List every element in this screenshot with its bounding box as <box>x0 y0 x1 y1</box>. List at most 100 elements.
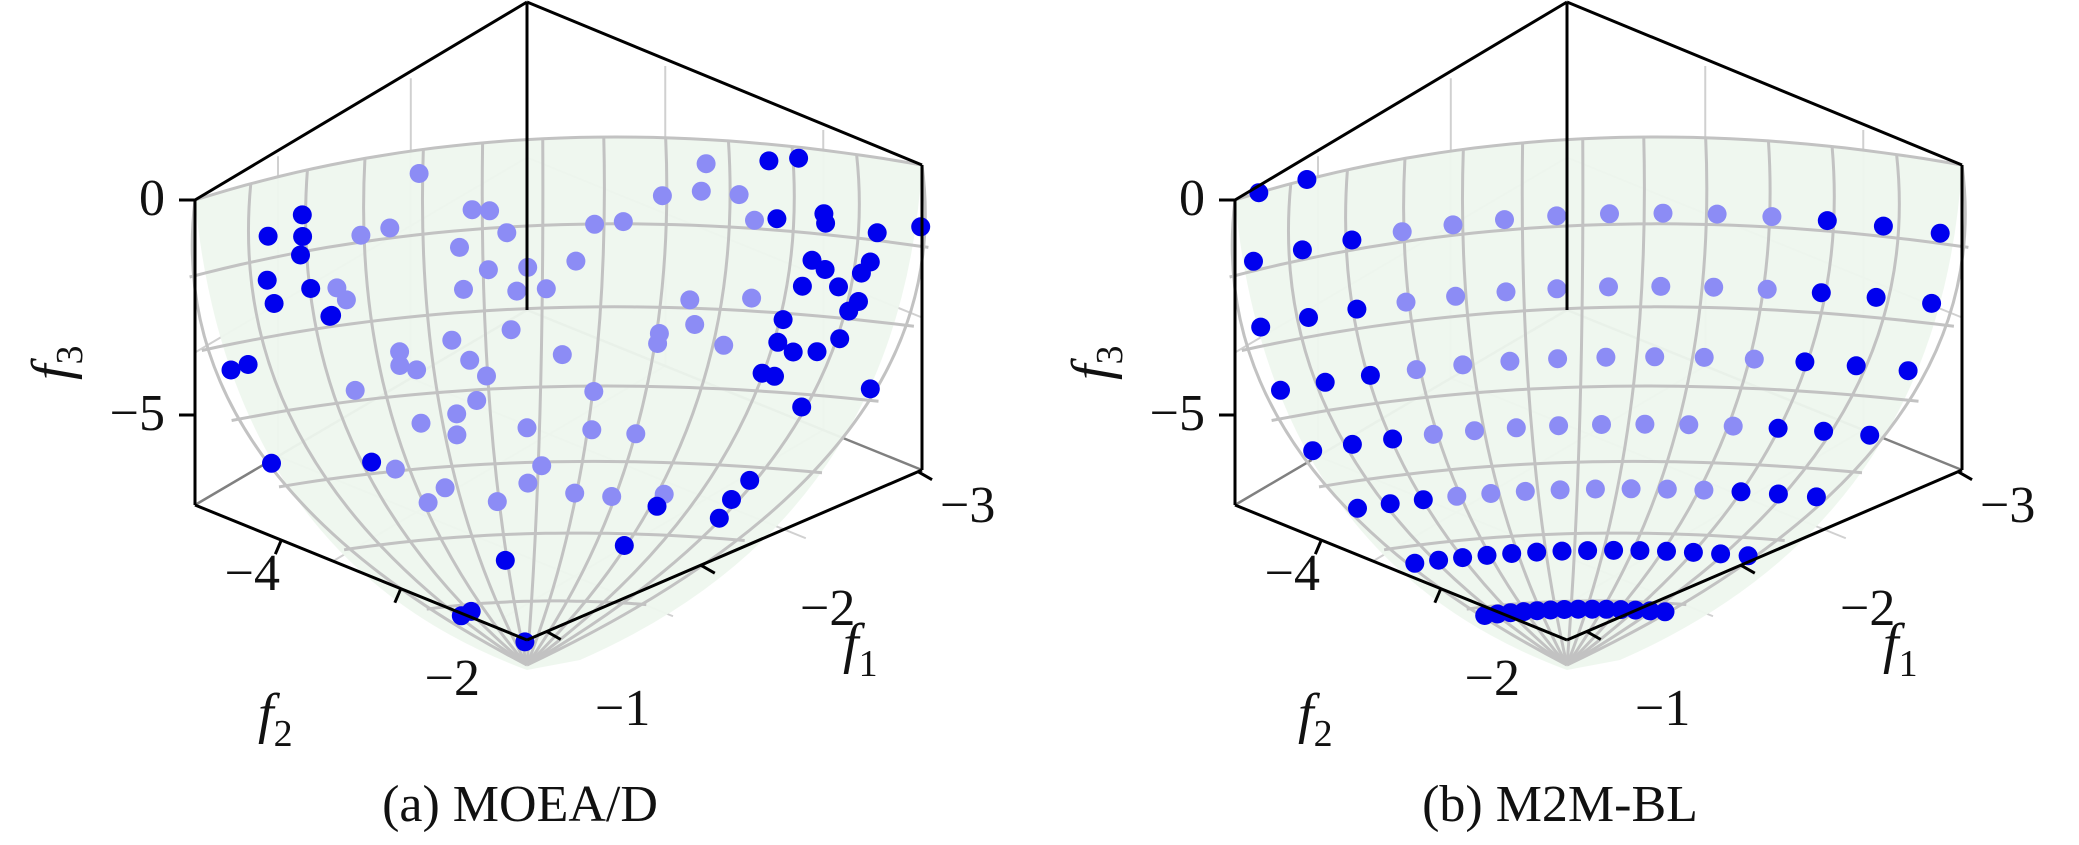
data-point <box>745 210 764 230</box>
data-point <box>1922 293 1942 313</box>
data-point <box>1360 365 1380 385</box>
data-point <box>1768 484 1788 504</box>
data-point <box>1694 347 1714 367</box>
data-point <box>552 345 572 365</box>
mesh-latitude <box>1383 531 1785 552</box>
x-tick-label: −2 <box>1840 580 1895 637</box>
data-point <box>783 342 803 362</box>
data-point <box>477 366 496 386</box>
y-tick <box>1433 588 1443 604</box>
data-point <box>292 205 312 225</box>
data-point <box>1657 479 1677 499</box>
pareto-surface <box>1229 135 1969 670</box>
data-point <box>291 245 310 265</box>
data-point <box>418 493 438 513</box>
data-point <box>773 310 793 330</box>
y-tick <box>273 539 283 555</box>
data-point <box>816 213 836 233</box>
caption-a: (a) MOEA/D <box>382 776 658 833</box>
x-tick-label: −3 <box>940 477 995 534</box>
data-point <box>1814 421 1834 441</box>
mesh-latitude <box>1229 222 1969 279</box>
data-point <box>1502 544 1522 563</box>
y-axis-label: f2 <box>1298 683 1333 755</box>
data-point <box>1292 240 1312 260</box>
x-tick-label: −1 <box>1635 680 1690 737</box>
data-point <box>742 288 762 308</box>
data-point <box>487 492 507 512</box>
mesh-meridian <box>525 138 545 666</box>
data-point <box>1453 548 1473 568</box>
data-point <box>1635 414 1655 434</box>
data-point <box>1768 418 1788 438</box>
data-point <box>1496 282 1516 302</box>
data-point <box>1429 550 1449 570</box>
data-point <box>1585 479 1605 499</box>
data-point <box>1817 211 1837 231</box>
data-point <box>1596 347 1616 367</box>
data-point <box>1621 479 1641 499</box>
y-tick-label: −4 <box>225 545 280 602</box>
data-point <box>1552 541 1572 561</box>
data-point <box>1578 541 1598 561</box>
data-point <box>1630 541 1650 561</box>
z-tick-label: −5 <box>1150 385 1205 442</box>
box-edge <box>526 468 923 642</box>
box-edge <box>1566 468 1963 642</box>
data-point <box>532 456 552 476</box>
data-point <box>442 330 462 350</box>
mesh-latitude <box>426 599 647 611</box>
y-tick-label: −2 <box>425 650 480 707</box>
data-point <box>582 420 602 440</box>
data-point <box>258 226 278 246</box>
tick-labels: 0 −5 −2 −4 −1 −2 −3 f3 f2 f1 <box>21 170 995 755</box>
data-point <box>1600 204 1619 224</box>
y-tick <box>1313 539 1323 555</box>
mesh-latitude <box>194 135 923 202</box>
data-point <box>807 342 827 362</box>
data-point <box>602 487 622 506</box>
data-point <box>1846 356 1866 376</box>
data-point <box>293 227 313 246</box>
x-tick-label: −2 <box>800 580 855 637</box>
data-point <box>565 483 585 503</box>
chart-panel-a: 0 −5 −2 −4 −1 −2 −3 f3 f2 f1 (a) MOEA/D <box>21 0 995 833</box>
data-point <box>1547 279 1567 299</box>
data-point <box>691 181 711 201</box>
data-point <box>1405 553 1425 573</box>
data-point <box>1694 480 1714 500</box>
data-point <box>1548 349 1568 369</box>
data-point <box>1271 380 1290 400</box>
x-axis-label: f1 <box>1883 613 1918 685</box>
data-point <box>1348 498 1367 518</box>
data-point <box>585 214 605 234</box>
chart-panel-b: 0 −5 −2 −4 −1 −2 −3 f3 f2 f1 (b) M2M-BL <box>1040 0 2079 845</box>
data-point <box>380 218 400 238</box>
mesh-latitude <box>1271 384 1919 422</box>
data-point <box>1596 599 1616 619</box>
data-point <box>849 292 868 311</box>
data-point <box>409 164 429 183</box>
data-point <box>1762 207 1782 227</box>
mesh-latitude <box>343 531 745 552</box>
data-point <box>1653 203 1673 223</box>
y-tick <box>393 588 403 604</box>
x-tick <box>1586 630 1602 641</box>
data-point <box>1465 421 1484 441</box>
data-point <box>613 212 633 232</box>
box-edge <box>1234 503 1568 642</box>
data-point <box>768 332 788 352</box>
data-point <box>647 496 667 516</box>
data-point <box>301 279 321 298</box>
data-point <box>345 380 365 400</box>
data-point <box>851 263 871 283</box>
y-tick-label: −4 <box>1265 545 1320 602</box>
data-point <box>626 424 646 444</box>
y-axis-label: f2 <box>258 683 293 755</box>
data-point <box>390 342 410 362</box>
mesh-latitude <box>231 384 879 422</box>
data-point <box>1500 351 1520 371</box>
data-point <box>1898 361 1918 381</box>
y-tick-label: −2 <box>1465 650 1520 707</box>
data-point <box>1866 287 1886 307</box>
